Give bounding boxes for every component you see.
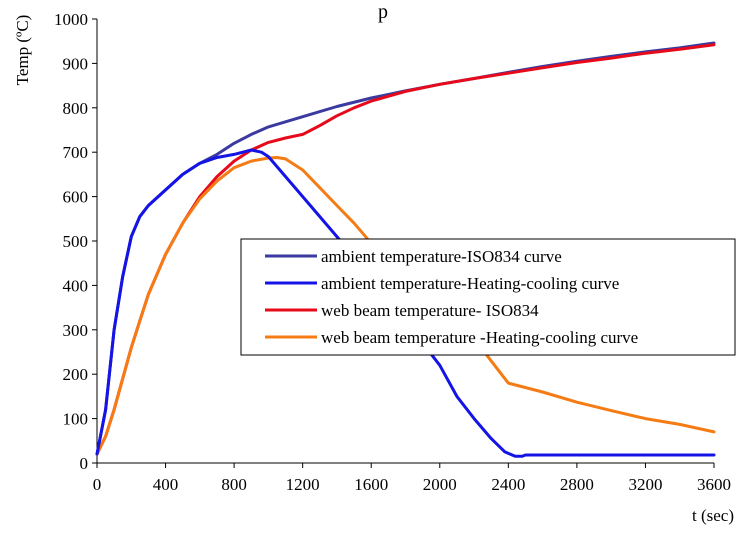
legend-label: web beam temperature -Heating-cooling cu… <box>321 328 638 347</box>
series-line-4 <box>95 156 716 456</box>
y-tick-label: 0 <box>80 454 89 473</box>
x-tick-label: 2800 <box>560 475 594 494</box>
chart-legend: ambient temperature-ISO834 curve ambient … <box>240 238 736 356</box>
legend-label: web beam temperature- ISO834 <box>321 301 539 320</box>
x-tick-label: 3600 <box>697 475 731 494</box>
x-tick-label: 400 <box>153 475 179 494</box>
x-tick-label: 3200 <box>628 475 662 494</box>
x-tick-label: 1200 <box>286 475 320 494</box>
x-axis-label: t (sec) <box>692 506 734 525</box>
x-tick-label: 800 <box>221 475 247 494</box>
y-tick-label: 300 <box>63 321 89 340</box>
y-tick-label: 200 <box>63 365 89 384</box>
legend-label: ambient temperature-ISO834 curve <box>321 247 562 266</box>
legend-box <box>240 238 736 356</box>
x-tick-label: 0 <box>93 475 102 494</box>
legend-label: ambient temperature-Heating-cooling curv… <box>321 274 619 293</box>
chart-series <box>95 41 716 458</box>
y-tick-label: 700 <box>63 143 89 162</box>
y-tick-label: 100 <box>63 410 89 429</box>
x-tick-label: 1600 <box>354 475 388 494</box>
series-line-2 <box>95 148 716 458</box>
y-tick-label: 500 <box>63 232 89 251</box>
y-tick-label: 400 <box>63 276 89 295</box>
x-tick-label: 2000 <box>423 475 457 494</box>
y-tick-label: 900 <box>63 54 89 73</box>
y-tick-label: 1000 <box>54 10 88 29</box>
chart-title-fragment: p <box>378 1 388 23</box>
chart-axes: 0 100 200 300 400 500 600 700 800 900 1000 0 400 800 1… <box>54 10 731 494</box>
x-tick-label: 2400 <box>491 475 525 494</box>
y-axis-label: Temp (ºC) <box>13 15 32 86</box>
y-tick-label: 600 <box>63 188 89 207</box>
y-tick-label: 800 <box>63 99 89 118</box>
